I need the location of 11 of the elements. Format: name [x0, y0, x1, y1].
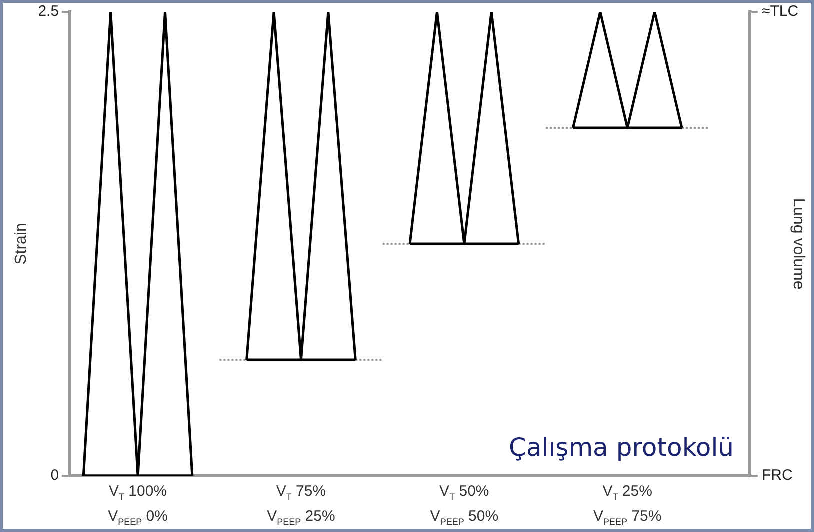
- y-tick-label: 0: [50, 467, 60, 484]
- text: FRC: [762, 467, 793, 484]
- category-label: V$_{T}$ 50% V$_{PEEP}$ 50%: [430, 483, 499, 527]
- x-tick-label: V$_{T}$ 100% V$_{PEEP}$ 0%: [108, 482, 168, 529]
- y-tick-label: 2.5: [38, 3, 60, 20]
- category-label: V$_{T}$ 25% V$_{PEEP}$ 75%: [593, 483, 662, 527]
- annotation: Çalışma protokolü: [509, 433, 734, 462]
- text: ≈TLC: [762, 3, 799, 20]
- category-label: V$_{T}$ 75% V$_{PEEP}$ 25%: [267, 483, 336, 527]
- y2-axis-title: Lung volume: [790, 198, 807, 290]
- y-axis-title: Strain: [13, 223, 30, 265]
